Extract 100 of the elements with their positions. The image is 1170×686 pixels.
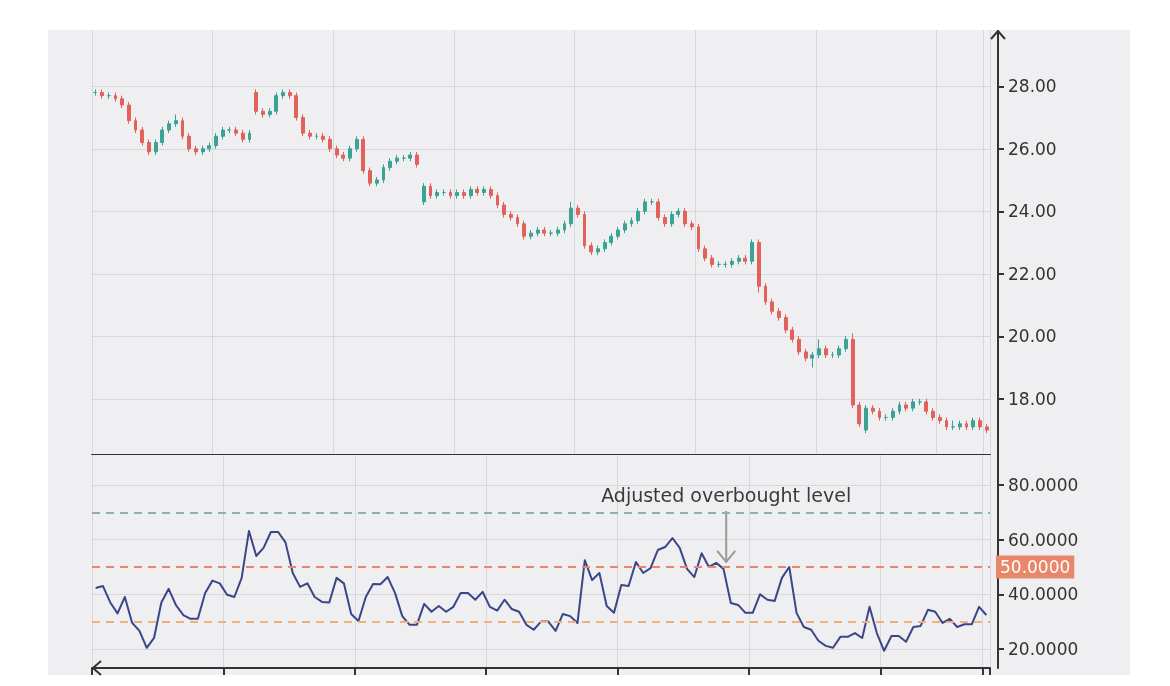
candlestick <box>415 151 419 168</box>
candlestick <box>321 132 325 143</box>
candlestick <box>127 101 131 125</box>
candlestick <box>697 223 700 253</box>
y-tick-label: 24.00 <box>1008 201 1057 222</box>
candlestick <box>482 185 486 197</box>
candlestick <box>924 398 928 415</box>
y-tick-label: 40.0000 <box>1008 584 1079 605</box>
candlestick <box>777 307 781 322</box>
candlestick <box>395 154 399 165</box>
candlestick <box>181 117 184 140</box>
candlestick <box>174 113 178 128</box>
candlestick <box>348 145 352 162</box>
candlestick <box>140 126 144 147</box>
candlestick <box>221 126 225 140</box>
candlestick <box>971 417 975 431</box>
y-tick-label: 26.00 <box>1008 138 1057 159</box>
candlestick <box>589 242 593 256</box>
candlestick <box>636 207 640 225</box>
candlestick <box>851 332 855 409</box>
line-series <box>94 529 988 652</box>
y-tick-label: 22.00 <box>1008 263 1057 284</box>
candlestick <box>583 210 586 250</box>
candlestick <box>643 198 647 215</box>
candlestick <box>609 232 613 247</box>
candlestick <box>254 88 258 115</box>
candlestick <box>623 220 627 234</box>
candlestick <box>167 120 171 134</box>
candlestick <box>248 129 251 143</box>
candlestick <box>462 188 466 200</box>
candlestick <box>160 126 164 147</box>
y-tick-label: 60.0000 <box>1008 529 1079 550</box>
candlestick <box>114 92 117 103</box>
candlestick <box>335 145 339 159</box>
candlestick <box>911 398 915 412</box>
candlestick <box>837 345 841 359</box>
annotation: Adjusted overbought level <box>601 483 852 506</box>
y-tick-label: 80.0000 <box>1008 475 1079 496</box>
candlestick <box>388 157 392 172</box>
candlestick <box>509 210 513 222</box>
candlestick <box>891 407 895 422</box>
candlestick <box>630 217 633 228</box>
candlestick <box>737 254 741 265</box>
candlestick <box>154 138 158 156</box>
candlestick <box>187 132 191 153</box>
candlestick <box>261 107 265 118</box>
candlestick <box>864 404 868 434</box>
candlestick <box>301 113 305 137</box>
candlestick <box>670 210 674 228</box>
candlestick <box>268 107 272 118</box>
candlestick <box>536 226 540 237</box>
candlestick <box>328 135 332 153</box>
candlestick <box>764 282 767 306</box>
candlestick <box>656 198 660 222</box>
candlestick <box>194 145 198 156</box>
candlestick <box>743 254 747 265</box>
y-tick-label: 28.00 <box>1008 76 1057 97</box>
candlestick <box>241 129 245 143</box>
candlestick <box>750 238 754 265</box>
candlestick <box>294 92 298 122</box>
candlestick <box>965 420 968 431</box>
candlestick <box>904 401 908 412</box>
candlestick <box>824 345 828 359</box>
candlestick <box>576 204 580 218</box>
candlestick <box>978 417 982 431</box>
candlestick <box>710 254 714 268</box>
candlestick <box>281 88 285 100</box>
candlestick <box>274 92 278 115</box>
candlestick <box>368 167 372 187</box>
candlestick <box>616 226 620 240</box>
candlestick <box>214 132 218 150</box>
candlestick <box>730 257 734 268</box>
candlestick <box>475 185 479 197</box>
candlestick <box>355 135 359 153</box>
candlestick <box>985 423 989 434</box>
candlestick <box>817 338 821 359</box>
candlestick <box>201 145 205 156</box>
candlestick <box>496 192 499 209</box>
candlestick <box>234 126 238 137</box>
y-tick-label: 20.0000 <box>1008 638 1079 659</box>
candlestick <box>690 220 694 231</box>
candlestick <box>810 351 814 368</box>
candlestick <box>931 407 935 422</box>
candlestick <box>449 188 452 200</box>
candlestick <box>878 407 881 422</box>
candlestick <box>207 142 211 153</box>
candlestick <box>603 238 607 253</box>
candlestick <box>382 163 385 184</box>
candlestick <box>120 95 124 109</box>
candlestick <box>770 298 774 315</box>
candlestick <box>871 404 875 415</box>
candlestick <box>422 182 426 206</box>
candlestick <box>898 401 901 415</box>
candlestick <box>375 176 379 187</box>
candlestick <box>938 413 942 425</box>
candlestick <box>569 201 573 228</box>
candlestick <box>596 245 600 256</box>
candlestick <box>489 185 493 200</box>
candlestick <box>429 182 432 200</box>
candlestick <box>857 401 861 428</box>
